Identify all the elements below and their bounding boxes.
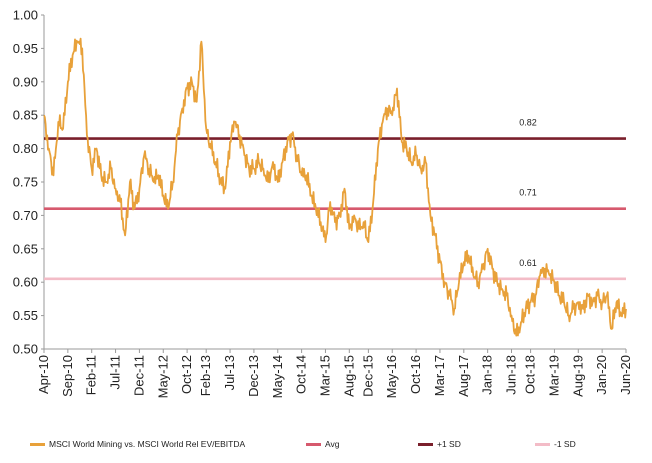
y-tick-label: 0.65 — [13, 241, 38, 256]
line-chart: 0.82 0.71 0.61 0.50 0.55 0.60 0.65 0.70 0.75 0.8… — [13, 8, 633, 399]
y-tick-label: 0.85 — [13, 108, 38, 123]
x-tick-label: May-16 — [384, 355, 399, 398]
x-tick-label: Dec-15 — [360, 355, 375, 397]
y-tick-label: 0.50 — [13, 342, 38, 357]
x-tick-label: Mar-17 — [432, 355, 447, 396]
legend-label-plus-1sd: +1 SD — [437, 439, 461, 449]
x-tick-label: Oct-18 — [523, 355, 538, 394]
legend-label-minus-1sd: -1 SD — [554, 439, 576, 449]
x-tick-label: Apr-10 — [36, 355, 51, 394]
legend-swatch-minus-1sd — [535, 442, 550, 446]
legend: MSCI World Mining vs. MSCI World Rel EV/… — [0, 436, 652, 456]
x-tick-label: Jul-13 — [222, 355, 237, 390]
x-tick-label: Aug-17 — [456, 355, 471, 397]
x-tick-label: Jul-11 — [108, 355, 123, 389]
legend-swatch-avg — [306, 442, 321, 446]
series-group — [43, 37, 627, 337]
x-tick-label: Feb-11 — [84, 355, 99, 395]
x-tick-label: Mar-19 — [546, 355, 561, 396]
x-tick-label: Mar-15 — [317, 355, 332, 396]
legend-item-minus-1sd: -1 SD — [535, 439, 576, 449]
x-tick-label: Sep-10 — [60, 355, 75, 397]
legend-item-series: MSCI World Mining vs. MSCI World Rel EV/… — [30, 439, 245, 449]
reference-line-label: 0.82 — [519, 118, 537, 128]
y-axis-ticks: 0.50 0.55 0.60 0.65 0.70 0.75 0.80 0.85 0.90 0.95… — [13, 8, 44, 357]
legend-label-avg: Avg — [325, 439, 340, 449]
y-tick-label: 0.90 — [13, 74, 38, 89]
legend-swatch-plus-1sd — [418, 442, 433, 446]
legend-label-series: MSCI World Mining vs. MSCI World Rel EV/… — [49, 439, 246, 449]
legend-item-avg: Avg — [306, 439, 340, 449]
x-tick-label: May-12 — [155, 355, 170, 398]
y-tick-label: 1.00 — [13, 8, 38, 23]
y-tick-label: 0.55 — [13, 308, 38, 323]
series-line — [43, 37, 627, 337]
legend-item-plus-1sd: +1 SD — [418, 439, 461, 449]
legend-swatch-series — [30, 442, 45, 446]
x-tick-label: Jan-18 — [480, 355, 495, 395]
x-tick-label: Jun-18 — [504, 355, 519, 395]
reference-labels: 0.82 0.71 0.61 — [519, 118, 537, 268]
y-tick-label: 0.80 — [13, 141, 38, 156]
x-tick-label: Oct-16 — [408, 355, 423, 394]
x-tick-label: Jun-20 — [618, 355, 633, 395]
x-tick-label: Oct-14 — [294, 355, 309, 394]
x-tick-label: May-14 — [270, 355, 285, 398]
reference-lines — [44, 137, 626, 281]
reference-line-label: 0.61 — [519, 258, 537, 268]
x-tick-label: Jan-20 — [594, 355, 609, 395]
x-axis-ticks: Apr-10 Sep-10 Feb-11 Jul-11 Dec-11 May-12 Oct-… — [36, 349, 633, 398]
y-tick-label: 0.70 — [13, 208, 38, 223]
x-tick-label: Dec-11 — [131, 355, 146, 396]
y-tick-label: 0.60 — [13, 275, 38, 290]
x-tick-label: Aug-19 — [570, 355, 585, 397]
x-tick-label: Oct-12 — [179, 355, 194, 394]
reference-line-label: 0.71 — [519, 188, 537, 198]
y-tick-label: 0.75 — [13, 175, 38, 190]
x-tick-label: Dec-13 — [246, 355, 261, 397]
x-tick-label: Aug-15 — [341, 355, 356, 397]
x-tick-label: Feb-13 — [198, 355, 213, 396]
y-tick-label: 0.95 — [13, 41, 38, 56]
